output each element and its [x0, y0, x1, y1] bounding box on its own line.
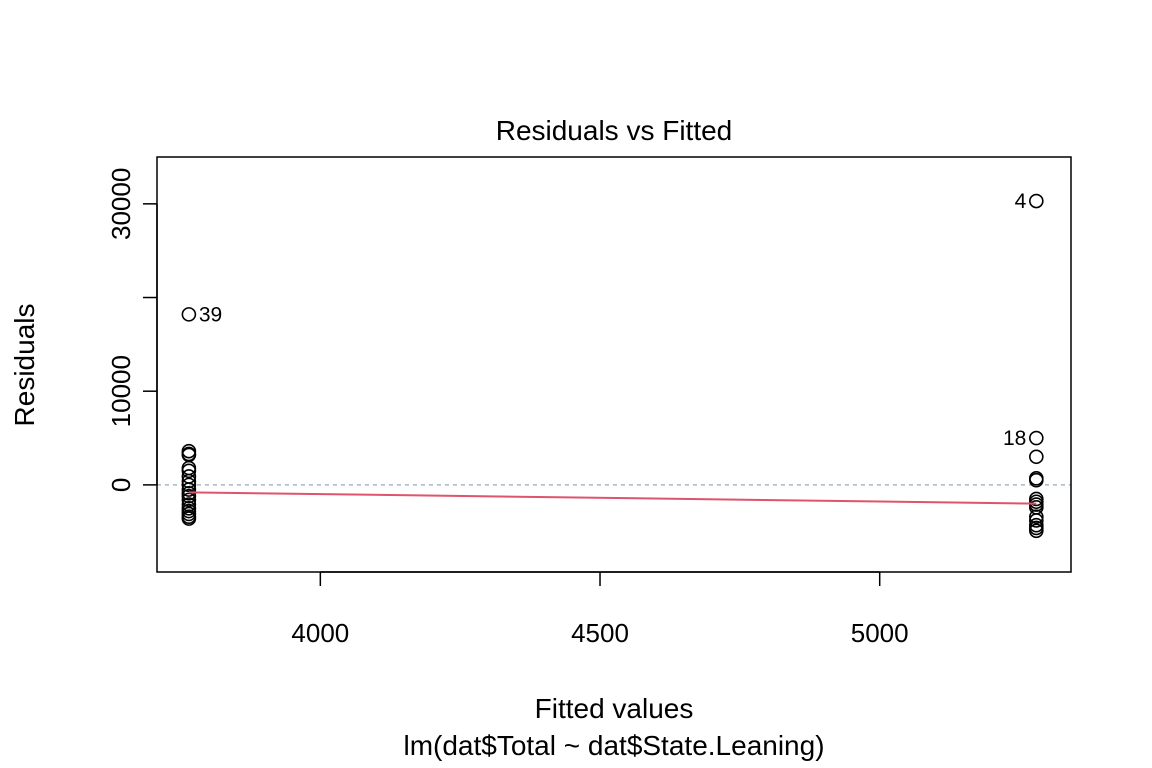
x-tick-label: 4500 — [571, 618, 629, 648]
data-point — [1029, 449, 1044, 465]
data-point — [1029, 509, 1044, 525]
data-point — [181, 473, 197, 489]
y-tick-label: 30000 — [106, 168, 136, 240]
data-point — [1029, 430, 1044, 446]
y-axis-label: Residuals — [9, 304, 40, 427]
x-tick-label: 4000 — [291, 618, 349, 648]
data-point — [181, 482, 197, 497]
point-label: 18 — [1003, 427, 1026, 450]
data-point — [1029, 472, 1044, 488]
data-point — [1029, 513, 1044, 528]
data-point — [181, 497, 197, 512]
data-point — [181, 511, 197, 526]
data-point — [1029, 523, 1044, 539]
y-tick-label: 10000 — [106, 355, 136, 427]
y-axis: 0 10000 30000 — [106, 168, 158, 492]
x-axis-label: Fitted values — [535, 693, 694, 724]
point-label: 4 — [1015, 190, 1027, 213]
point-label: 39 — [199, 303, 222, 326]
data-point — [181, 463, 197, 479]
data-layer: 39 4 18 — [157, 190, 1071, 539]
data-point — [181, 477, 197, 493]
data-point — [1029, 193, 1044, 209]
chart-subtitle: lm(dat$Total ~ dat$State.Leaning) — [403, 730, 824, 761]
x-tick-label: 5000 — [851, 618, 909, 648]
y-tick-label: 0 — [106, 478, 136, 492]
smoother-line — [188, 491, 1037, 505]
chart-title: Residuals vs Fitted — [496, 115, 733, 146]
x-axis: 4000 4500 5000 — [291, 571, 909, 648]
data-point — [181, 488, 197, 504]
data-point — [181, 307, 197, 322]
